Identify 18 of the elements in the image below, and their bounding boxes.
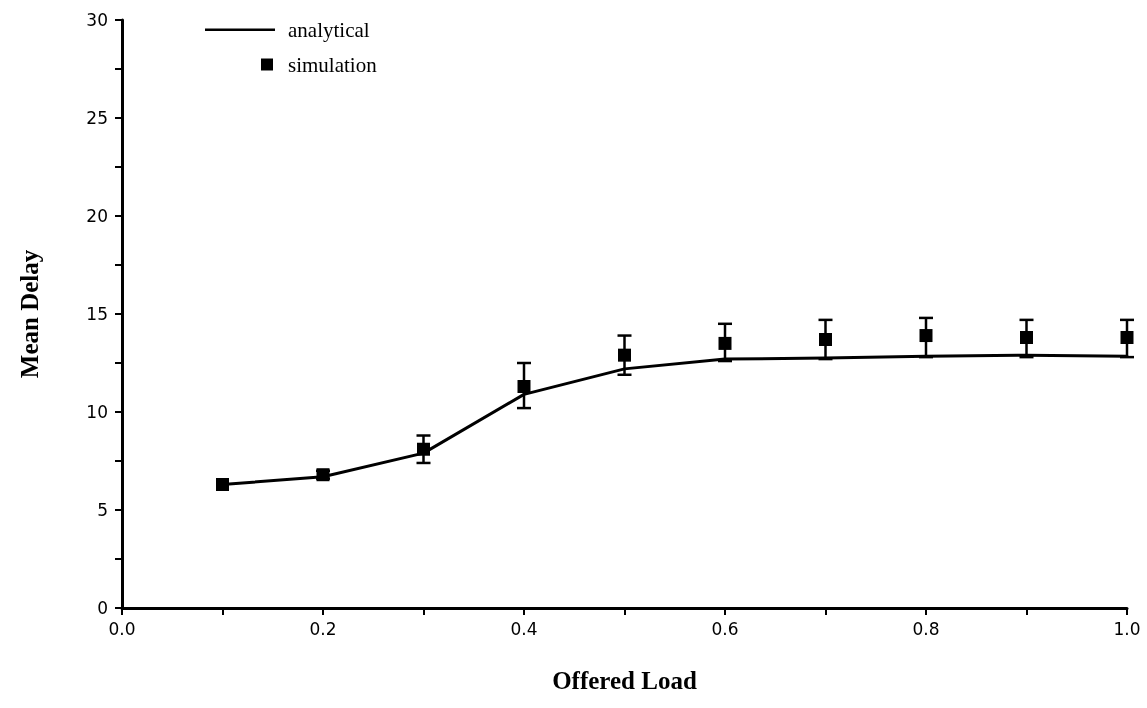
x-tick-label: 0.4 (510, 618, 538, 639)
y-tick-label: 10 (86, 402, 108, 422)
y-axis-title: Mean Delay (16, 249, 43, 379)
y-tick-label: 25 (86, 108, 108, 128)
x-tick-label: 0.6 (711, 618, 739, 639)
legend-label: analytical (288, 17, 370, 42)
x-tick-label: 0.2 (309, 618, 337, 639)
y-tick-label: 30 (86, 10, 108, 30)
y-tick-label: 20 (86, 206, 108, 226)
legend-label: simulation (288, 52, 378, 77)
point (216, 478, 229, 492)
x-axis-title: Offered Load (552, 667, 697, 694)
y-tick-label: 5 (97, 500, 108, 520)
x-tick-label: 0.0 (108, 618, 136, 639)
y-tick-label: 15 (86, 304, 108, 324)
x-tick-label: 0.8 (912, 618, 940, 639)
y-tick-label: 0 (97, 598, 108, 618)
x-tick-label: 1.0 (1113, 618, 1141, 639)
